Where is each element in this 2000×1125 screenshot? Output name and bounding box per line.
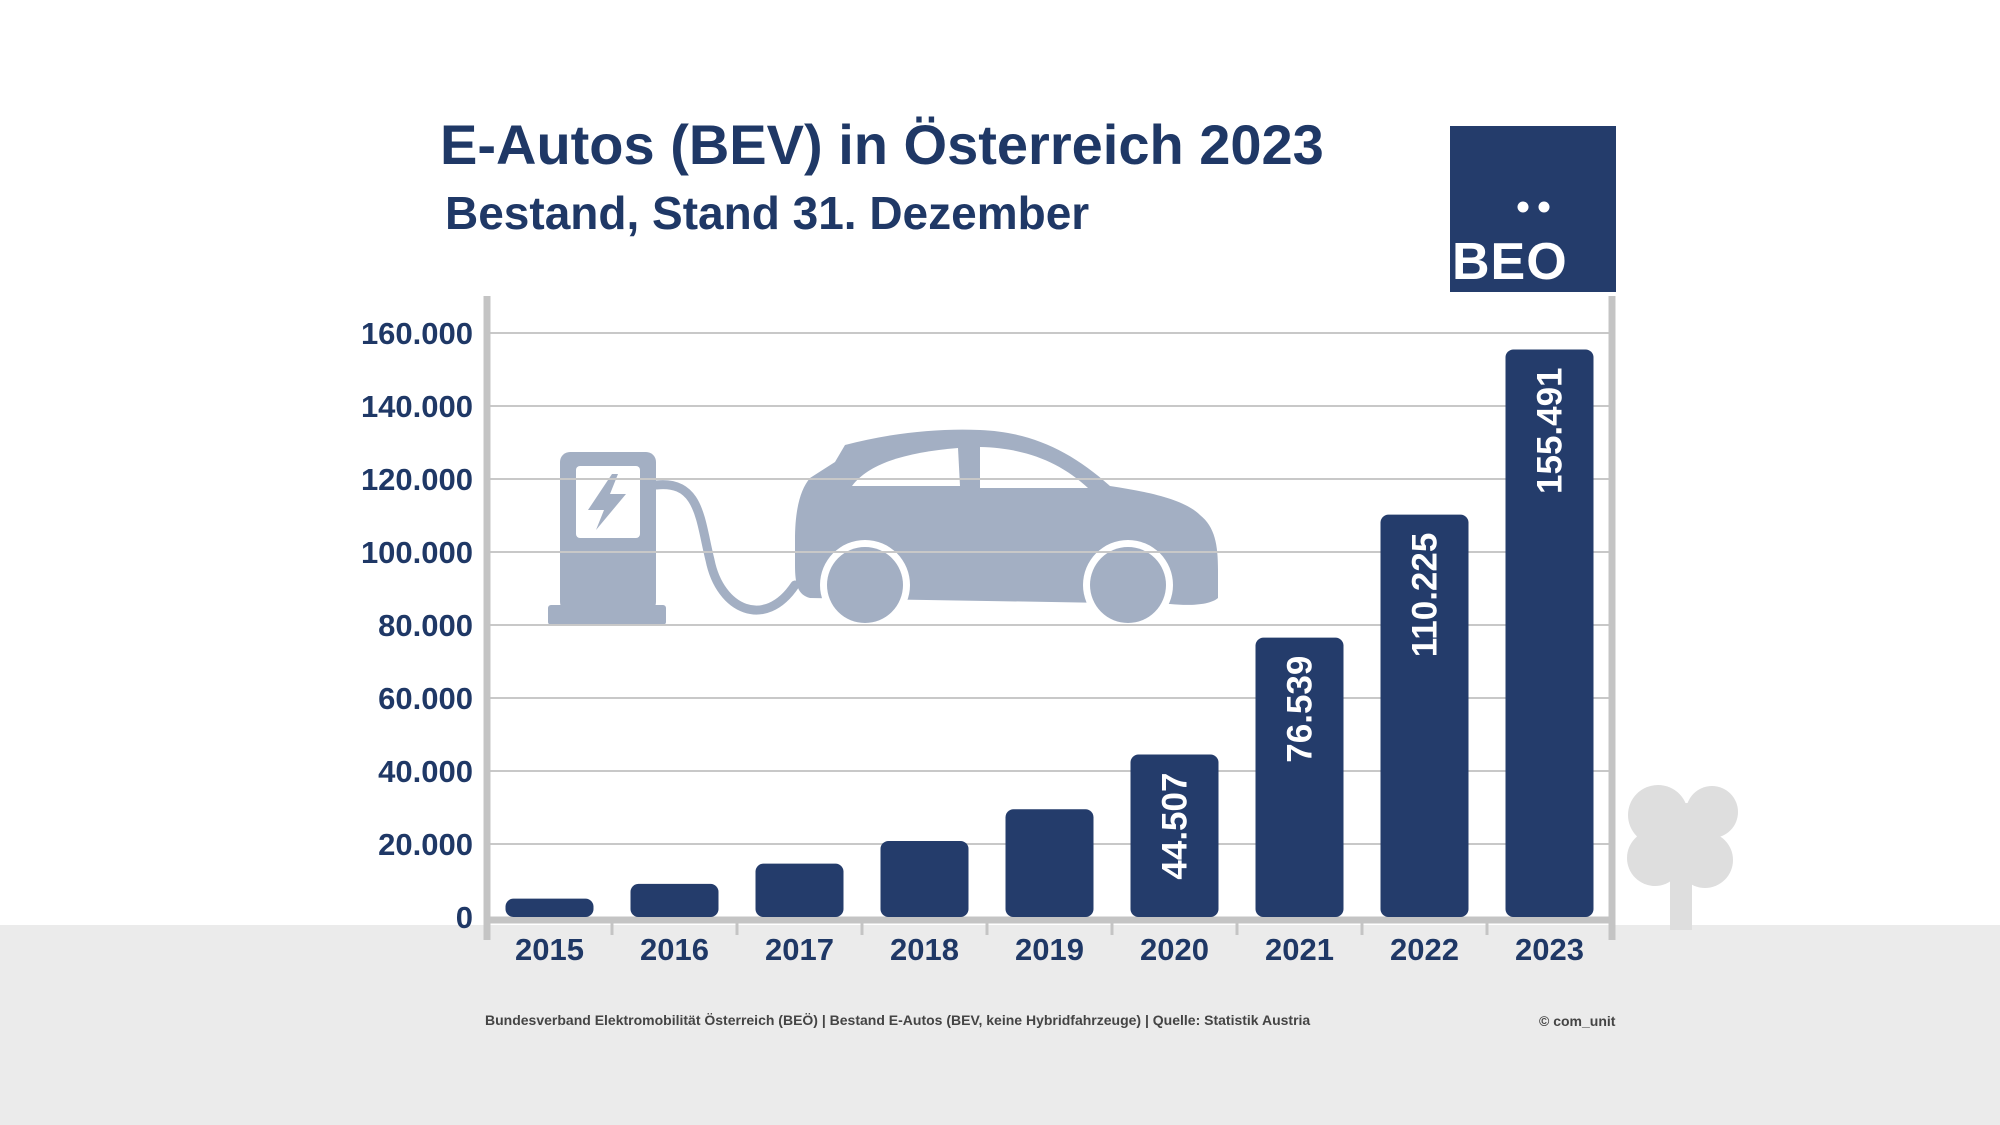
x-tick-label: 2023 (1515, 932, 1584, 967)
footer-source: Bundesverband Elektromobilität Österreic… (485, 1012, 1311, 1028)
x-tick-label: 2019 (1015, 932, 1084, 967)
x-axis-ticks: 2015 2016 2017 2018 2019 2020 2021 2022 2023 (515, 932, 1584, 967)
data-label: 76.539 (1281, 656, 1320, 763)
bar-2020 (1130, 754, 1219, 917)
x-tick-label: 2021 (1265, 932, 1334, 967)
x-tick-label: 2020 (1140, 932, 1209, 967)
y-tick-label: 20.000 (378, 827, 473, 862)
charging-station-icon (548, 452, 800, 625)
data-label: 155.491 (1531, 367, 1570, 494)
tree-icon (1627, 785, 1738, 930)
electric-car-icon (795, 429, 1218, 630)
footer-copyright: © com_unit (1539, 1013, 1616, 1029)
y-tick-label: 80.000 (378, 608, 473, 643)
x-tick-label: 2022 (1390, 932, 1459, 967)
y-tick-label: 40.000 (378, 754, 473, 789)
chart-subtitle: Bestand, Stand 31. Dezember (445, 187, 1090, 239)
bar-2015 (505, 898, 594, 917)
beo-logo: BEO (1450, 126, 1616, 292)
y-tick-label: 120.000 (361, 462, 473, 497)
x-tick-label: 2016 (640, 932, 709, 967)
y-tick-label: 0 (456, 900, 473, 935)
y-axis-ticks: 0 20.000 40.000 60.000 80.000 100.000 120.000 1… (361, 316, 473, 935)
data-label: 110.225 (1406, 533, 1445, 658)
y-tick-label: 60.000 (378, 681, 473, 716)
bar-2017 (755, 863, 844, 917)
chart-title: E-Autos (BEV) in Österreich 2023 (440, 113, 1324, 176)
axes (483, 296, 1616, 940)
y-tick-label: 160.000 (361, 316, 473, 351)
ground-band (0, 925, 2000, 1125)
logo-umlaut-dots (1517, 201, 1550, 213)
x-tick-label: 2015 (515, 932, 584, 967)
y-tick-label: 100.000 (361, 535, 473, 570)
bar-2021 (1255, 637, 1344, 917)
x-tick-label: 2018 (890, 932, 959, 967)
data-label: 44.507 (1156, 773, 1195, 880)
bar-2018 (880, 840, 969, 917)
illustration (548, 429, 1738, 930)
bar-2023 (1505, 349, 1594, 917)
data-labels: 44.507 76.539 110.225 155.491 (1156, 367, 1570, 879)
x-tick-label: 2017 (765, 932, 834, 967)
bar-2019 (1005, 809, 1094, 917)
bar-2016 (630, 883, 719, 917)
bars (505, 349, 1594, 917)
y-tick-label: 140.000 (361, 389, 473, 424)
logo-text: BEO (1452, 233, 1568, 291)
bar-2022 (1380, 514, 1469, 917)
